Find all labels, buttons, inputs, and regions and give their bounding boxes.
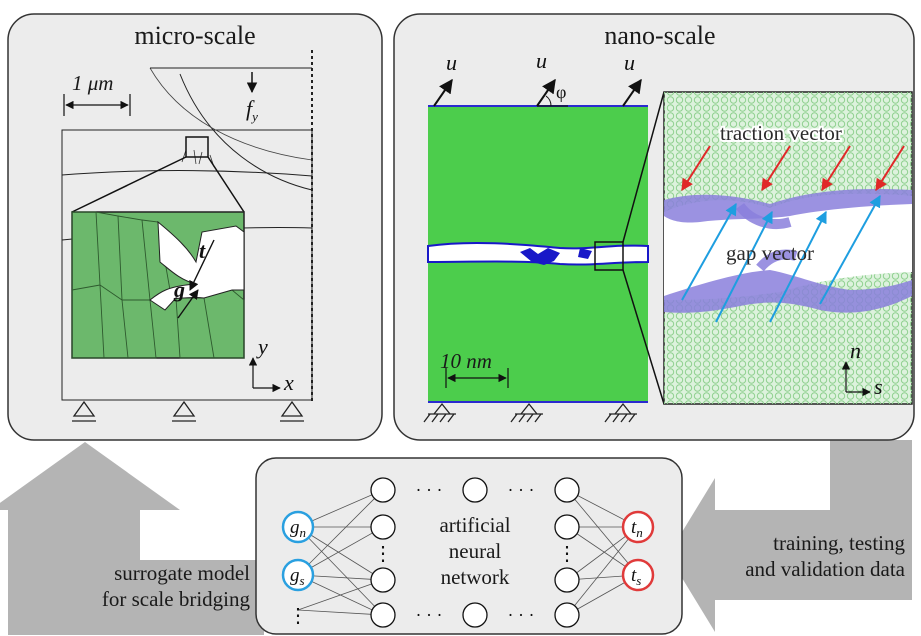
micro-scale-bar-label: 1 μm [72, 71, 113, 95]
vdots-left: ⋮ [373, 543, 393, 565]
vdots-right: ⋮ [557, 543, 577, 565]
micro-axis-y: y [256, 334, 268, 359]
svg-text:tn: tn [631, 517, 643, 540]
output-neuron-tn: tn [621, 510, 655, 544]
ann-dots-bottom-right: · · · [508, 605, 535, 625]
micro-axis-x: x [283, 370, 294, 395]
training-label-line2: and validation data [745, 557, 905, 581]
force-label: fy [246, 96, 258, 124]
ann-label-line2: neural [449, 539, 502, 563]
micro-scale-panel: micro-scale fy 1 μm t g [7, 13, 383, 441]
ann-dots-top-left: · · · [416, 480, 443, 500]
atomistic-zoom-inset: traction vector traction vector gap vect… [663, 91, 913, 405]
surrogate-model-arrow [0, 442, 264, 635]
svg-text:gn: gn [290, 517, 306, 540]
svg-text:gs: gs [290, 565, 305, 588]
traction-vector-label: traction vector [720, 121, 842, 145]
surrogate-label-line1: surrogate model [114, 561, 250, 585]
traction-vector-label-fg: traction vector [720, 121, 842, 145]
disp-label-left: u [446, 50, 457, 75]
nano-axis-s: s [874, 374, 883, 399]
grain-inset: t g [71, 211, 245, 359]
disp-label-mid: u [536, 48, 547, 73]
nano-supports [423, 402, 637, 423]
nano-scale-bar-label: 10 nm [440, 349, 492, 373]
training-label-line1: training, testing [773, 531, 905, 555]
ann-dots-bottom-left: · · · [416, 605, 443, 625]
input-neuron-gn: gn [281, 510, 315, 544]
surrogate-label-line2: for scale bridging [102, 587, 251, 611]
nano-scale-panel: nano-scale u u u φ 10 nm [393, 13, 915, 441]
micro-supports [72, 400, 304, 422]
micro-title: micro-scale [134, 21, 255, 50]
nano-axis-n: n [850, 338, 861, 363]
training-data-arrow [668, 440, 912, 632]
traction-symbol: t [199, 238, 206, 263]
disp-label-right: u [624, 50, 635, 75]
nano-title: nano-scale [604, 21, 715, 50]
vdots-input: ⋮ [288, 605, 308, 627]
ann-label-line1: artificial [439, 513, 510, 537]
gap-symbol: g [173, 277, 185, 302]
angle-label: φ [556, 82, 566, 102]
output-neuron-ts: ts [621, 558, 655, 592]
svg-text:ts: ts [631, 565, 641, 588]
ann-label-line3: network [441, 565, 510, 589]
ann-dots-top-right: · · · [508, 480, 535, 500]
input-neuron-gs: gs [281, 558, 315, 592]
ann-panel: · · · · · · · · · · · · ⋮ ⋮ ⋮ artificial… [255, 457, 683, 635]
hidden-neurons [370, 477, 580, 628]
gap-vector-label: gap vector [726, 241, 814, 265]
